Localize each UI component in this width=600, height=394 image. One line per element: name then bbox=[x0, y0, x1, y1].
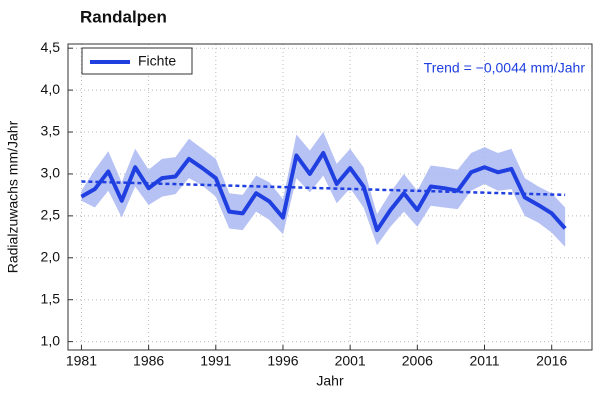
x-tick-label: 1991 bbox=[200, 353, 231, 369]
y-tick-label: 2,5 bbox=[41, 207, 61, 223]
y-tick-label: 3,0 bbox=[41, 165, 61, 181]
x-tick-label: 2011 bbox=[469, 353, 499, 369]
y-tick-label: 2,0 bbox=[41, 248, 61, 264]
x-axis-label: Jahr bbox=[316, 373, 344, 389]
y-tick-label: 4,5 bbox=[41, 39, 61, 55]
trend-annotation: Trend = −0,0044 mm/Jahr bbox=[424, 60, 586, 76]
plot-frame bbox=[67, 43, 593, 351]
trend-line bbox=[81, 180, 566, 197]
x-tick-label: 2016 bbox=[536, 353, 567, 369]
x-tick-label: 2001 bbox=[335, 353, 366, 369]
chart-title: Randalpen bbox=[80, 7, 167, 26]
legend-label: Fichte bbox=[138, 53, 176, 69]
x-tick-label: 1986 bbox=[133, 353, 164, 369]
x-tick-label: 1996 bbox=[267, 353, 298, 369]
y-tick-label: 1,5 bbox=[41, 290, 61, 306]
x-tick-label: 2006 bbox=[402, 353, 433, 369]
y-tick-label: 3,5 bbox=[41, 123, 61, 139]
y-tick-label: 1,0 bbox=[41, 332, 61, 348]
x-tick-label: 1981 bbox=[66, 353, 97, 369]
data-line bbox=[80, 150, 567, 233]
y-tick-label: 4,0 bbox=[41, 81, 61, 97]
confidence-band bbox=[81, 132, 566, 247]
y-axis-label: Radialzuwachs mm/Jahr bbox=[5, 120, 21, 273]
